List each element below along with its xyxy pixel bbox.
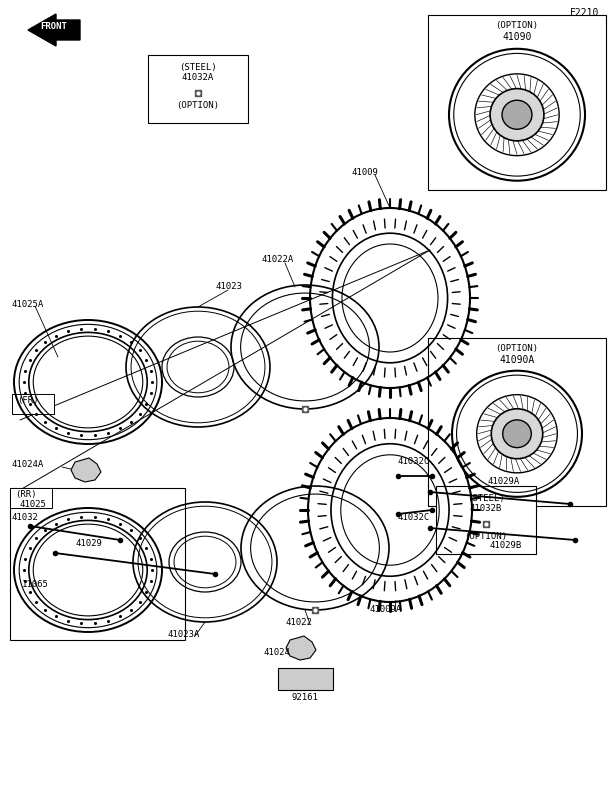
Bar [436, 486, 536, 554]
Polygon shape [28, 14, 80, 46]
Text: 41024: 41024 [264, 648, 291, 657]
Text: 41032: 41032 [12, 514, 39, 522]
Text: 41090A: 41090A [499, 355, 535, 365]
Text: 41023A: 41023A [168, 630, 200, 639]
Ellipse shape [502, 420, 531, 448]
Bar [428, 338, 606, 506]
Polygon shape [286, 636, 316, 660]
Text: 41029A: 41029A [488, 478, 520, 486]
Text: (OPTION): (OPTION) [496, 21, 539, 30]
Text: 41009: 41009 [352, 168, 379, 177]
Text: (OPTION): (OPTION) [465, 532, 507, 541]
Text: 41029: 41029 [75, 539, 102, 549]
Text: 41029B: 41029B [490, 542, 522, 550]
Text: 41025A: 41025A [12, 300, 44, 309]
Text: F2210: F2210 [570, 8, 599, 18]
Text: (STEEL): (STEEL) [179, 63, 217, 72]
Text: (RR): (RR) [15, 490, 37, 499]
Text: 41022: 41022 [285, 618, 312, 627]
Text: (OPTION): (OPTION) [176, 101, 220, 110]
Text: 41009A: 41009A [370, 605, 402, 614]
Bar [10, 488, 185, 640]
Ellipse shape [502, 100, 532, 130]
Text: 41032B: 41032B [470, 504, 502, 513]
Text: 41024A: 41024A [12, 460, 44, 469]
Polygon shape [71, 458, 101, 482]
Bar [278, 668, 333, 690]
Text: (OPTION): (OPTION) [496, 344, 539, 353]
Text: 41032C: 41032C [398, 514, 430, 522]
Bar [148, 55, 248, 123]
Bar [12, 394, 54, 414]
Text: 41032C: 41032C [398, 458, 430, 466]
Text: 11065: 11065 [22, 580, 49, 589]
Ellipse shape [491, 409, 543, 458]
Text: 41023: 41023 [215, 282, 242, 291]
Bar [428, 15, 606, 190]
Text: 41022A: 41022A [262, 255, 294, 264]
Text: FRONT: FRONT [40, 22, 67, 31]
Ellipse shape [490, 89, 544, 141]
Text: 41032A: 41032A [182, 73, 214, 82]
Text: 41025: 41025 [20, 500, 47, 509]
Text: 41090: 41090 [502, 32, 532, 42]
Text: 92161: 92161 [291, 693, 318, 702]
Text: (FR): (FR) [17, 396, 39, 405]
Bar [10, 488, 52, 508]
Text: (STEEL): (STEEL) [467, 494, 505, 503]
